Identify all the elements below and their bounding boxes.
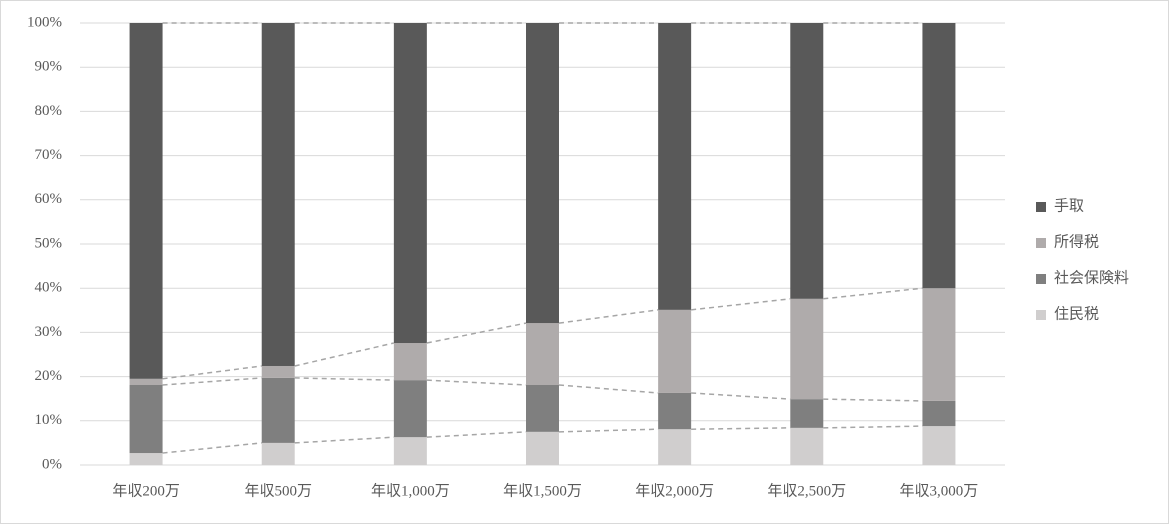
- y-tick-label: 90%: [35, 59, 63, 75]
- legend-label: 手取: [1054, 197, 1084, 214]
- y-tick-label: 50%: [35, 235, 63, 251]
- bar-segment: [658, 392, 692, 430]
- bar-segment: [922, 288, 956, 401]
- bar-segment: [129, 453, 163, 465]
- series-connector: [558, 384, 659, 394]
- series-connector: [294, 342, 395, 367]
- bar-segment: [393, 343, 427, 381]
- bar-segment: [790, 399, 824, 428]
- series-connector: [162, 365, 262, 380]
- series-connector: [294, 377, 394, 381]
- x-tick-label: 年収2,000万: [635, 482, 714, 499]
- bar-segment: [261, 365, 295, 378]
- y-tick-label: 100%: [27, 14, 62, 30]
- bar-segment: [526, 23, 559, 324]
- bar-segment: [129, 378, 163, 385]
- bar-segment: [526, 384, 559, 432]
- y-tick-label: 10%: [35, 412, 63, 428]
- series-connector: [691, 392, 791, 400]
- series-connector: [294, 436, 394, 444]
- legend-swatch: [1036, 274, 1046, 284]
- bar-segment: [393, 437, 427, 465]
- series-connector: [691, 427, 791, 430]
- series-connector: [558, 309, 659, 324]
- y-tick-label: 20%: [35, 368, 63, 384]
- x-tick-label: 年収1,000万: [371, 482, 450, 499]
- x-tick-label: 年収3,000万: [900, 482, 979, 499]
- bar-segment: [261, 23, 295, 366]
- bar-segment: [922, 400, 956, 427]
- series-connector: [162, 377, 262, 386]
- bar-segment: [129, 23, 163, 379]
- bar-segment: [658, 23, 692, 310]
- x-tick-label: 年収1,500万: [503, 482, 582, 499]
- y-tick-label: 40%: [35, 280, 63, 296]
- legend-swatch: [1036, 202, 1046, 212]
- bar-segment: [922, 23, 956, 289]
- bar-segment: [658, 309, 692, 393]
- x-tick-label: 年収500万: [244, 482, 312, 499]
- bar-segment: [526, 431, 559, 465]
- y-tick-label: 0%: [42, 456, 62, 472]
- series-connector: [823, 425, 923, 429]
- bar-segment: [129, 384, 163, 454]
- y-tick-label: 60%: [35, 191, 63, 207]
- x-tick-label: 年収2,500万: [767, 482, 846, 499]
- series-connector: [426, 431, 527, 438]
- bar-segment: [658, 429, 692, 465]
- legend-swatch: [1036, 238, 1046, 248]
- series-connector: [823, 398, 923, 402]
- bar-segment: [790, 427, 824, 465]
- y-tick-label: 80%: [35, 103, 63, 119]
- x-tick-label: 年収200万: [112, 482, 180, 499]
- series-connector: [691, 298, 791, 311]
- bar-segment: [393, 380, 427, 438]
- bar-segment: [526, 323, 559, 385]
- bar-segment: [790, 23, 824, 299]
- legend-swatch: [1036, 310, 1046, 320]
- legend-label: 所得税: [1054, 233, 1099, 250]
- legend-label: 住民税: [1054, 305, 1099, 322]
- series-connector: [162, 442, 262, 454]
- bar-segment: [790, 298, 824, 400]
- bar-segment: [261, 442, 295, 465]
- y-tick-label: 30%: [35, 324, 63, 340]
- series-connector: [426, 379, 527, 386]
- legend-label: 社会保険料: [1054, 269, 1129, 286]
- series-connector: [823, 287, 923, 300]
- series-connector: [558, 428, 659, 433]
- bar-segment: [393, 23, 427, 344]
- bar-segment: [922, 426, 956, 465]
- series-connector: [426, 322, 527, 344]
- y-tick-label: 70%: [35, 147, 63, 163]
- bar-segment: [261, 377, 295, 443]
